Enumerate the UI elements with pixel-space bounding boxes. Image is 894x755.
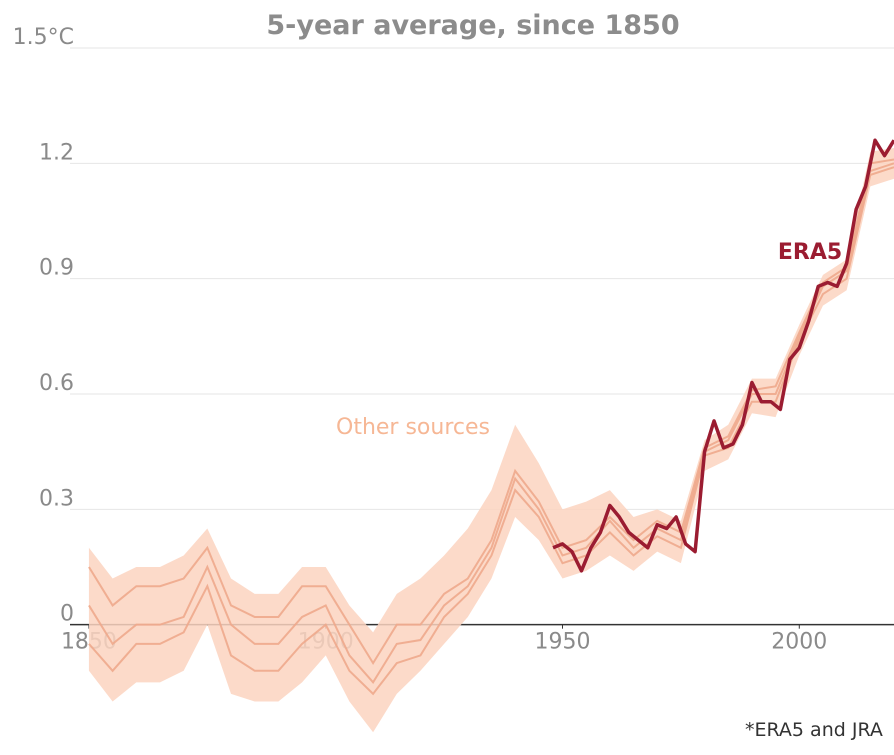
y-tick-label: 1.5°C [13,25,74,50]
y-tick-label: 0.6 [39,371,74,396]
y-tick-label: 0.9 [39,256,74,281]
chart-title: 5-year average, since 1850 [266,10,679,41]
band [88,147,894,733]
y-tick-label: 0 [60,602,74,627]
footnote: *ERA5 and JRA [745,719,883,741]
other-source-line [88,162,894,685]
y-tick-label: 1.2 [39,140,74,165]
x-tick-label: 1950 [535,630,591,655]
era5-line [552,138,894,573]
x-tick-label: 2000 [771,630,827,655]
y-tick-label: 0.3 [39,486,74,511]
series-label: Other sources [336,415,490,440]
series-label: ERA5 [778,240,842,265]
other-source-line [88,158,894,666]
